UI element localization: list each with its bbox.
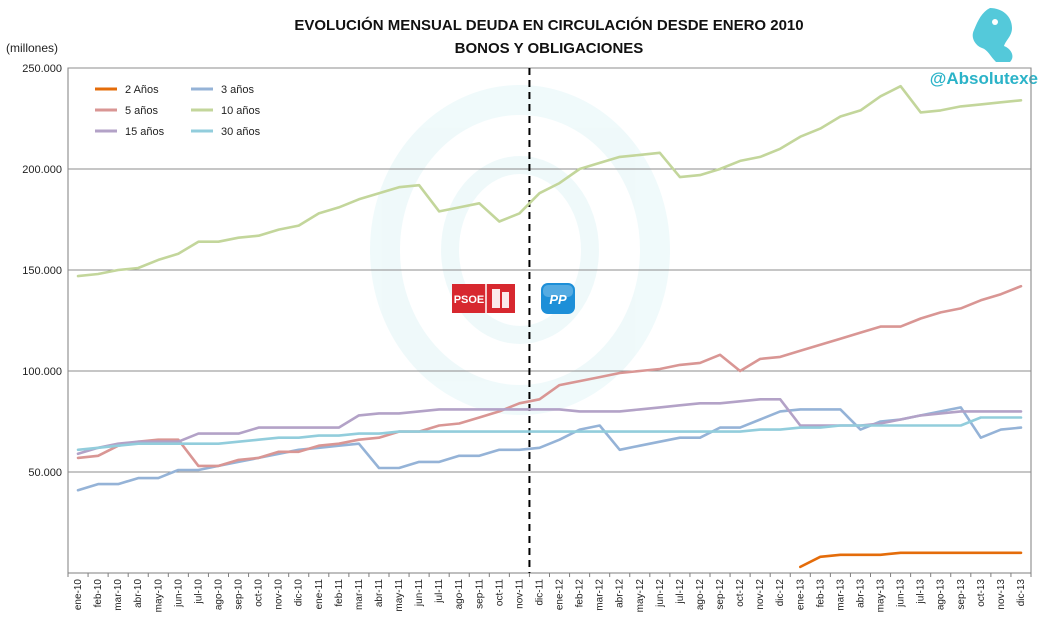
chart-subtitle: BONOS Y OBLIGACIONES [455,40,644,57]
x-tick-label: mar-13 [835,579,846,611]
x-tick-label: may-10 [153,579,164,613]
x-tick-label: nov-10 [274,579,285,610]
x-tick-label: oct-13 [976,579,987,607]
x-tick-label: nov-13 [996,579,1007,610]
x-tick-label: ene-11 [314,579,325,610]
x-tick-label: ago-12 [695,579,706,611]
x-tick-label: ene-10 [73,579,84,611]
legend-label: 10 años [221,105,261,117]
y-tick-label: 100.000 [22,366,62,378]
x-tick-label: oct-10 [254,579,265,607]
x-tick-label: feb-12 [575,579,586,608]
legend-label: 30 años [221,126,261,138]
x-tick-label: sep-13 [956,579,967,610]
x-tick-label: feb-11 [334,579,345,607]
x-tick-label: mar-12 [595,579,606,611]
psoe-logo-text: PSOE [454,294,485,306]
x-tick-label: jul-12 [675,579,686,605]
y-axis-unit-label: (millones) [6,41,58,55]
y-tick-label: 250.000 [22,63,62,75]
series-line-3-a-os [76,406,1023,492]
series-line-2-a-os [799,551,1023,569]
x-tick-label: ene-13 [795,579,806,611]
x-tick-label: abr-12 [615,579,626,608]
x-tick-label: abr-11 [374,579,385,608]
x-tick-label: feb-13 [815,579,826,608]
x-tick-label: oct-11 [494,579,505,606]
x-tick-label: dic-10 [294,579,305,607]
legend: 2 Años 3 años 5 años 10 años 15 años 30 años [95,84,261,138]
x-tick-label: dic-13 [1016,579,1027,607]
x-tick-label: mar-11 [354,579,365,610]
x-tick-label: jun-12 [655,579,666,608]
psoe-logo-icon: PSOE [452,284,515,313]
x-tick-label: sep-12 [715,579,726,610]
legend-label: 3 años [221,84,255,96]
y-tick-label: 150.000 [22,265,62,277]
x-tick-label: dic-11 [534,579,545,606]
x-tick-label: ene-12 [555,579,566,611]
pp-logo-text: PP [549,292,567,307]
legend-label: 15 años [125,126,165,138]
x-tick-label: may-13 [876,579,887,613]
x-tick-label: jun-11 [414,579,425,607]
x-tick-label: abr-13 [855,579,866,608]
x-tick-label: sep-10 [234,579,245,610]
x-tick-label: jul-11 [434,579,445,604]
x-tick-label: abr-10 [133,579,144,608]
x-tick-label: sep-11 [474,579,485,609]
x-tick-label: dic-12 [775,579,786,607]
x-tick-label: jul-10 [193,579,204,605]
x-tick-label: jun-10 [173,579,184,608]
x-tick-label: feb-10 [93,579,104,608]
series-line-5-a-os [76,284,1023,468]
x-tick-label: jul-13 [916,579,927,605]
watermark-emblem-icon [370,85,670,415]
x-tick-label: may-12 [635,579,646,613]
legend-label: 5 años [125,105,159,117]
x-tick-label: nov-12 [755,579,766,610]
y-tick-label: 50.000 [28,467,62,479]
x-tick-label: may-11 [394,579,405,612]
chart-title: EVOLUCIÓN MENSUAL DEUDA EN CIRCULACIÓN D… [294,16,803,34]
series-line-30-a-os [76,416,1023,452]
pp-logo-icon: PP [541,283,575,314]
brand-handle: @Absolutexe [930,69,1038,88]
y-tick-label: 200.000 [22,164,62,176]
x-tick-label: jun-13 [896,579,907,608]
x-tick-label: ago-11 [454,579,465,610]
x-tick-label: ago-13 [936,579,947,611]
x-tick-label: oct-12 [735,579,746,607]
x-tick-label: nov-11 [514,579,525,609]
legend-label: 2 Años [125,84,159,96]
x-tick-label: mar-10 [113,579,124,611]
x-tick-label: ago-10 [213,579,224,611]
absolutexe-gryphon-logo-icon [972,8,1013,62]
series-line-10-a-os [76,84,1023,278]
